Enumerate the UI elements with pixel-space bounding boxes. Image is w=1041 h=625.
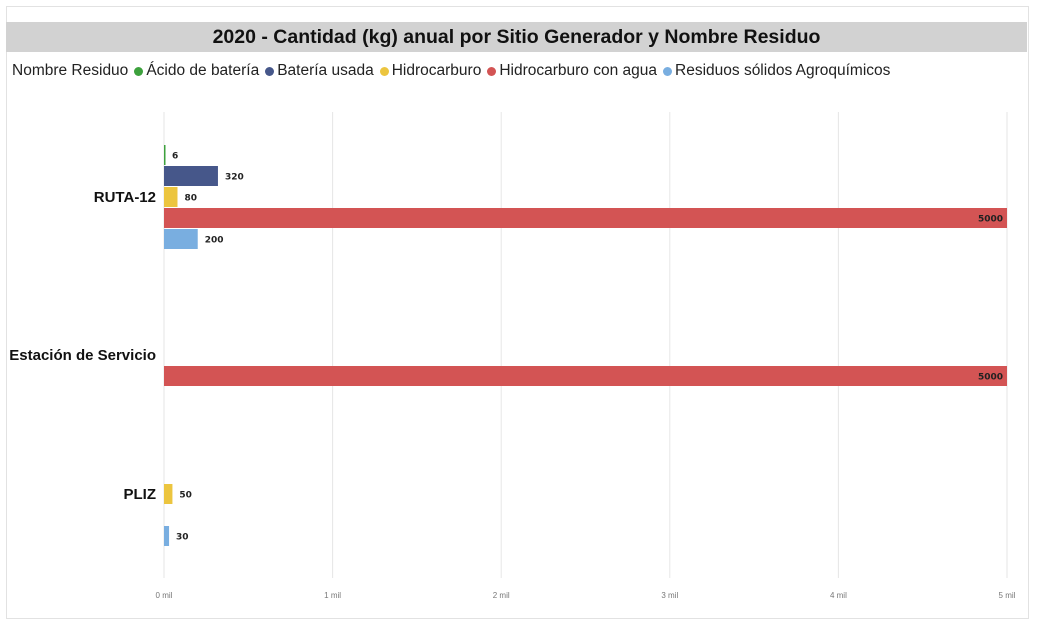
- legend-marker: [663, 66, 673, 76]
- chart-frame: [6, 6, 1029, 619]
- bar-ruta-12-hidrocarburo[interactable]: [164, 187, 178, 207]
- data-label: 30: [176, 533, 189, 543]
- data-label: 80: [184, 194, 197, 204]
- legend-label: Batería usada: [277, 62, 374, 79]
- legend-label: Ácido de batería: [146, 62, 260, 79]
- x-tick-label: 1 mil: [324, 591, 341, 600]
- legend-marker: [265, 66, 275, 76]
- legend-item-acido-de-bateria[interactable]: Ácido de batería: [134, 62, 259, 80]
- legend-marker: [134, 66, 144, 76]
- legend-marker: [487, 66, 497, 76]
- category-label: RUTA-12: [94, 189, 156, 206]
- bar-ruta-12-residuos-solidos-agroquimicos[interactable]: [164, 229, 198, 249]
- legend-label: Hidrocarburo: [391, 62, 482, 79]
- legend: Nombre Residuo Ácido de batería Batería u…: [12, 60, 896, 82]
- bar-ruta-12-hidrocarburo-con-agua[interactable]: [164, 208, 1007, 228]
- category-label: Estación de Servicio: [9, 347, 156, 364]
- x-tick-label: 4 mil: [830, 591, 847, 600]
- x-tick-label: 5 mil: [999, 591, 1016, 600]
- legend-item-hidrocarburo-con-agua[interactable]: Hidrocarburo con agua: [487, 62, 657, 80]
- legend-item-bateria-usada[interactable]: Batería usada: [265, 62, 374, 80]
- legend-label: Residuos sólidos Agroquímicos: [675, 62, 891, 79]
- bar-ruta-12-acido-de-bateria[interactable]: [164, 145, 166, 165]
- bar-pliz-hidrocarburo[interactable]: [164, 484, 173, 504]
- bar-ruta-12-bateria-usada[interactable]: [164, 166, 218, 186]
- legend-item-residuos-solidos-agroquimicos[interactable]: Residuos sólidos Agroquímicos: [663, 62, 890, 80]
- bar-pliz-residuos-solidos-agroquimicos[interactable]: [164, 526, 170, 546]
- data-label: 200: [205, 236, 224, 246]
- category-label: PLIZ: [124, 486, 157, 503]
- data-label: 320: [225, 173, 244, 183]
- legend-item-hidrocarburo[interactable]: Hidrocarburo: [379, 62, 482, 80]
- title-bar: 2020 - Cantidad (kg) anual por Sitio Gen…: [6, 22, 1027, 52]
- x-tick-label: 2 mil: [493, 591, 510, 600]
- bar-estacion-de-servicio-hidrocarburo-con-agua[interactable]: [164, 366, 1007, 386]
- legend-title: Nombre Residuo: [12, 62, 129, 79]
- data-label: 50: [179, 491, 192, 501]
- legend-label: Hidrocarburo con agua: [499, 62, 658, 79]
- x-tick-label: 0 mil: [156, 591, 173, 600]
- chart-title: 2020 - Cantidad (kg) anual por Sitio Gen…: [212, 26, 821, 48]
- data-label: 5000: [978, 373, 1003, 383]
- data-label: 5000: [978, 215, 1003, 225]
- x-tick-label: 3 mil: [661, 591, 678, 600]
- data-label: 6: [172, 152, 178, 162]
- legend-marker: [379, 66, 389, 76]
